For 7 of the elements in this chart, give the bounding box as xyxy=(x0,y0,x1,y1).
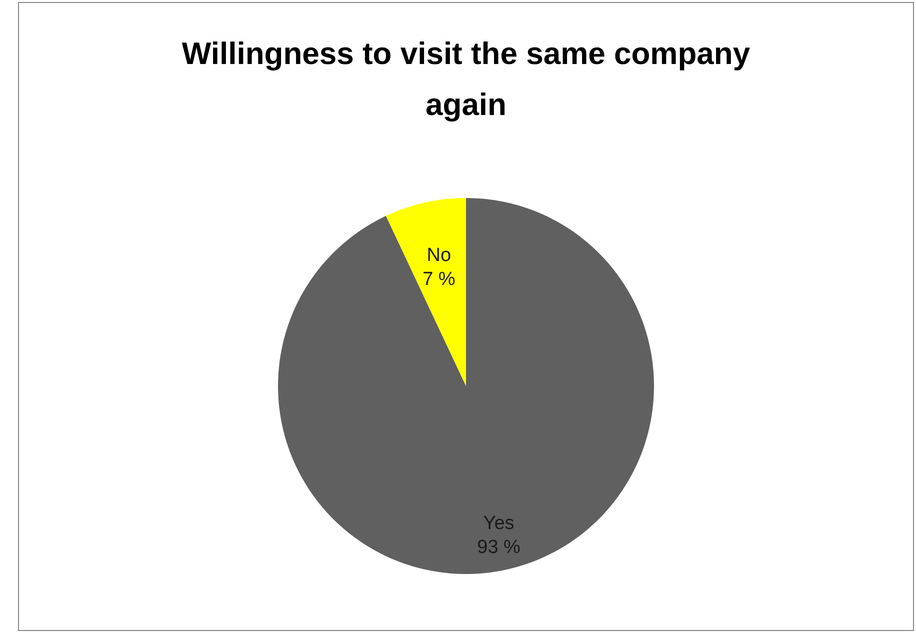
slice-label: Yes xyxy=(483,512,514,534)
chart-title: Willingness to visit the same company again xyxy=(182,36,751,122)
pie-slice xyxy=(278,198,654,574)
data-label: 7 % xyxy=(422,268,456,290)
slice-label: No xyxy=(426,244,452,266)
data-label: 93 % xyxy=(477,536,521,558)
pie-slice xyxy=(386,198,466,386)
